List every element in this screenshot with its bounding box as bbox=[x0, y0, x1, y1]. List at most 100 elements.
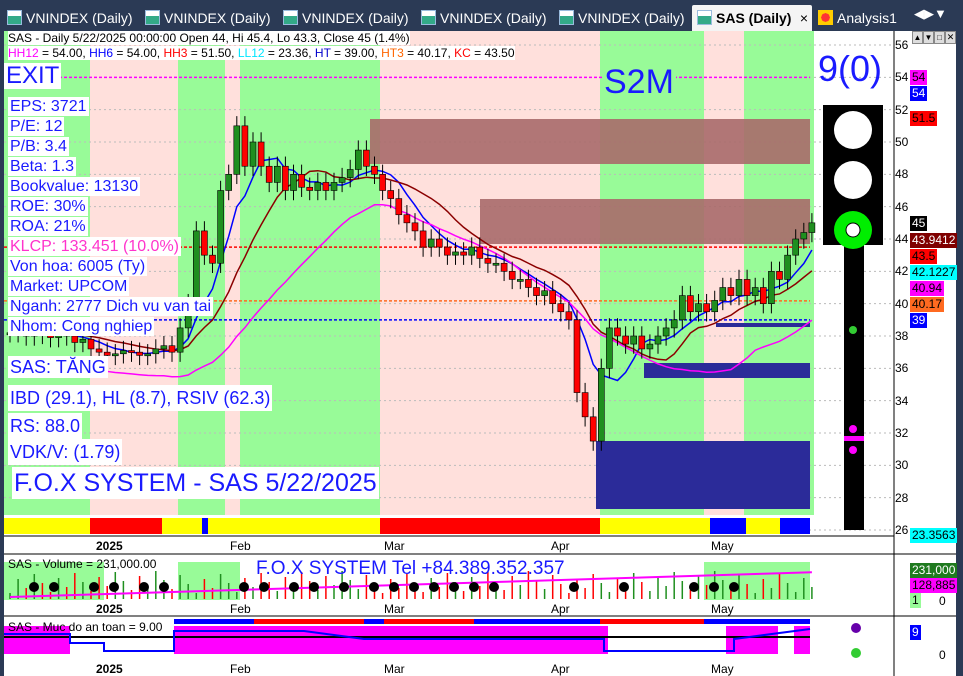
date-label: Apr bbox=[551, 662, 570, 676]
candle bbox=[168, 345, 176, 353]
magenta-line bbox=[9, 204, 813, 378]
candle bbox=[363, 149, 370, 167]
price-label: 54 bbox=[910, 86, 928, 102]
candle bbox=[727, 287, 735, 296]
safety-zone bbox=[794, 626, 810, 654]
vdk-label: VDK/V: (1.79) bbox=[8, 439, 123, 465]
date-label: Apr bbox=[551, 602, 570, 616]
fundamental-item: Nganh: 2777 Dich vu van tai bbox=[8, 297, 214, 316]
indicator-value: = 54.00, bbox=[113, 46, 164, 60]
safety-strip bbox=[704, 619, 810, 624]
price-label: 40.17 bbox=[910, 297, 945, 313]
candle bbox=[541, 290, 548, 296]
volume-dot bbox=[309, 582, 319, 592]
watermark-title: F.O.X SYSTEM - SAS 5/22/2025 bbox=[12, 467, 379, 499]
candle bbox=[282, 165, 289, 191]
light-off bbox=[834, 111, 872, 149]
candle bbox=[201, 230, 208, 256]
scroll-down-button[interactable]: ▼ bbox=[923, 31, 934, 44]
fundamental-item: Market: UPCOM bbox=[8, 277, 130, 296]
price-label: 42.1227 bbox=[910, 264, 958, 280]
resistance-zone bbox=[480, 199, 810, 244]
candle bbox=[468, 246, 476, 256]
candle bbox=[95, 348, 103, 353]
fundamental-item: Von hoa: 6005 (Ty) bbox=[8, 257, 148, 276]
candle bbox=[719, 287, 727, 301]
analysis-icon bbox=[818, 10, 833, 25]
fundamental-item: Nhom: Cong nghiep bbox=[8, 317, 155, 336]
tab-label: VNINDEX (Daily) bbox=[440, 10, 547, 26]
chart-icon bbox=[283, 10, 298, 25]
indicator-name: LL12 bbox=[237, 46, 265, 60]
date-label: Feb bbox=[230, 602, 251, 616]
scroll-up-button[interactable]: ▲ bbox=[912, 31, 923, 44]
candle bbox=[193, 230, 200, 304]
price-label: 43.9412 bbox=[910, 232, 958, 248]
tab-3[interactable]: VNINDEX (Daily) bbox=[416, 5, 553, 31]
candle bbox=[152, 348, 160, 355]
date-label: Feb bbox=[230, 539, 251, 553]
safety-strip bbox=[254, 619, 364, 624]
price-tick: 42 bbox=[895, 264, 909, 279]
chart-icon bbox=[421, 10, 436, 25]
price-label: 43.5 bbox=[910, 248, 938, 264]
maximize-button[interactable]: □ bbox=[934, 31, 945, 44]
trend-strip bbox=[4, 518, 90, 534]
tab-4[interactable]: VNINDEX (Daily) bbox=[554, 5, 691, 31]
price-chart[interactable]: 2025 Feb Mar Apr May 2025 Feb Mar Apr May 2025 Feb M… bbox=[4, 31, 956, 676]
candle bbox=[508, 271, 516, 280]
indicator-name: HT3 bbox=[381, 46, 404, 60]
volume-zone bbox=[178, 562, 240, 600]
close-tab-icon[interactable]: × bbox=[799, 10, 808, 26]
candle bbox=[500, 262, 508, 272]
candle bbox=[160, 345, 168, 350]
rs-label: RS: 88.0 bbox=[8, 413, 83, 439]
date-label: Apr bbox=[551, 539, 570, 553]
volume-dot bbox=[729, 582, 739, 592]
candle bbox=[784, 254, 791, 280]
candle bbox=[379, 174, 386, 191]
date-label: Mar bbox=[384, 662, 405, 676]
blue-ma-line bbox=[9, 157, 813, 382]
safety-line bbox=[4, 628, 811, 652]
volume-label: 1 bbox=[910, 593, 921, 608]
candle bbox=[209, 254, 216, 264]
chart-icon bbox=[7, 10, 22, 25]
tab-5[interactable]: SAS (Daily) × bbox=[692, 5, 812, 31]
safety-zone bbox=[4, 626, 70, 654]
price-label: 51.5 bbox=[910, 110, 938, 126]
volume-dot bbox=[689, 582, 699, 592]
candle bbox=[516, 279, 524, 282]
tab-0[interactable]: VNINDEX (Daily) bbox=[2, 5, 139, 31]
candle bbox=[476, 246, 484, 259]
tab-6[interactable]: Analysis1 bbox=[813, 5, 905, 31]
ohlc-header: SAS - Daily 5/22/2025 00:00:00 Open 44, … bbox=[8, 31, 410, 45]
date-label: May bbox=[711, 662, 734, 676]
price-tick: 56 bbox=[895, 38, 909, 52]
candle bbox=[419, 230, 427, 248]
tab-bar: VNINDEX (Daily) VNINDEX (Daily) VNINDEX (D… bbox=[0, 0, 963, 31]
price-tick: 26 bbox=[895, 523, 909, 537]
tab-1[interactable]: VNINDEX (Daily) bbox=[140, 5, 277, 31]
tab-2[interactable]: VNINDEX (Daily) bbox=[278, 5, 415, 31]
date-label: Mar bbox=[384, 539, 405, 553]
tab-scroll-icon[interactable]: ◀▶▼ bbox=[914, 6, 947, 21]
candle bbox=[103, 351, 111, 356]
candle bbox=[452, 251, 459, 256]
indicator-name: KC bbox=[454, 46, 471, 60]
candle bbox=[525, 279, 532, 288]
volume-dot bbox=[289, 582, 299, 592]
close-pane-button[interactable]: ✕ bbox=[945, 31, 956, 44]
volume-dot bbox=[159, 582, 169, 592]
candle bbox=[646, 343, 654, 350]
candle bbox=[581, 392, 589, 418]
light-center bbox=[845, 222, 861, 238]
tab-label: VNINDEX (Daily) bbox=[26, 10, 133, 26]
indicator-value: = 39.00, bbox=[330, 46, 382, 60]
chart-icon bbox=[697, 10, 712, 25]
safety-strip bbox=[474, 619, 600, 624]
candle bbox=[711, 300, 719, 313]
trend-strip bbox=[380, 518, 600, 534]
volume-dot bbox=[139, 582, 149, 592]
volume-dot bbox=[619, 582, 629, 592]
